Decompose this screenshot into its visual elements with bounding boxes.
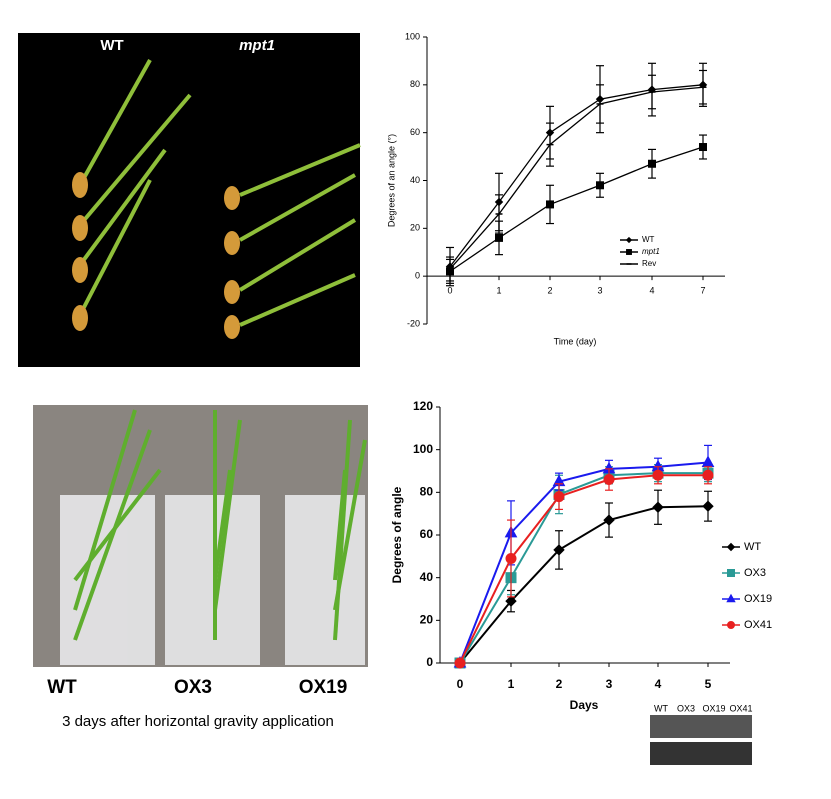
marker xyxy=(603,514,615,526)
blot-band xyxy=(650,715,752,738)
photo-label: OX3 xyxy=(174,677,212,698)
x-tick-label: 1 xyxy=(496,286,501,296)
x-tick-label: 7 xyxy=(700,286,705,296)
y-tick-label: 120 xyxy=(413,399,433,413)
marker xyxy=(596,181,604,190)
x-tick-label: 5 xyxy=(705,677,712,691)
x-tick-label: 0 xyxy=(457,677,464,691)
y-tick-label: 20 xyxy=(410,223,420,233)
marker xyxy=(553,544,565,556)
marker xyxy=(505,595,517,607)
marker xyxy=(625,236,633,244)
legend-label: mpt1 xyxy=(642,247,660,256)
marker xyxy=(603,474,615,486)
y-tick-label: 80 xyxy=(420,485,434,499)
legend-label: WT xyxy=(744,541,761,553)
x-axis-label: Days xyxy=(570,698,599,712)
plates xyxy=(60,495,365,665)
seedlings xyxy=(73,409,367,641)
marker xyxy=(505,552,517,564)
x-tick-label: 1 xyxy=(508,677,515,691)
marker xyxy=(699,143,707,152)
y-tick-label: 60 xyxy=(410,127,420,137)
marker xyxy=(701,455,715,467)
series-line xyxy=(459,505,709,664)
caption: 3 days after horizontal gravity applicat… xyxy=(62,713,334,730)
blot-label: OX19 xyxy=(702,703,725,713)
blot-label: OX41 xyxy=(729,703,752,713)
photo-label: OX19 xyxy=(299,677,348,698)
series-line xyxy=(459,472,708,664)
marker xyxy=(626,249,632,255)
y-tick-label: 100 xyxy=(413,442,433,456)
y-tick-label: 100 xyxy=(405,31,420,41)
x-tick-label: 3 xyxy=(606,677,613,691)
photo-label: WT xyxy=(100,37,123,54)
marker xyxy=(553,491,565,503)
legend-label: OX3 xyxy=(744,567,766,579)
y-axis-label: Degrees of an angle (°) xyxy=(386,134,396,227)
x-tick-label: 2 xyxy=(556,677,563,691)
y-axis-label: Degrees of angle xyxy=(390,486,404,583)
marker xyxy=(652,501,664,513)
x-tick-label: 2 xyxy=(547,286,552,296)
blot-band xyxy=(650,742,752,765)
series-line xyxy=(459,461,709,664)
marker xyxy=(726,542,736,552)
y-tick-label: 40 xyxy=(420,570,434,584)
marker xyxy=(546,200,554,209)
x-tick-label: 4 xyxy=(655,677,662,691)
x-tick-label: 3 xyxy=(597,286,602,296)
marker xyxy=(648,159,656,168)
blot-label: OX3 xyxy=(677,703,695,713)
marker xyxy=(727,569,735,577)
series-line xyxy=(449,86,704,270)
photo-label: mpt1 xyxy=(239,37,275,54)
legend-label: Rev xyxy=(642,259,656,268)
legend-label: WT xyxy=(642,235,655,244)
y-tick-label: 0 xyxy=(415,271,420,281)
y-tick-label: 0 xyxy=(426,655,433,669)
series-line xyxy=(459,474,708,664)
legend-label: OX19 xyxy=(744,593,772,605)
y-tick-label: 40 xyxy=(410,175,420,185)
series-line xyxy=(449,84,704,267)
y-tick-label: 80 xyxy=(410,79,420,89)
seeds xyxy=(72,172,240,339)
x-tick-label: 4 xyxy=(649,286,654,296)
seedlings xyxy=(78,59,361,327)
marker xyxy=(652,469,664,481)
series-line xyxy=(449,146,704,272)
marker xyxy=(726,593,736,603)
photo-label: WT xyxy=(47,677,77,698)
marker xyxy=(727,621,735,629)
marker xyxy=(495,233,503,242)
y-tick-label: -20 xyxy=(407,318,420,328)
blot-label: WT xyxy=(654,703,668,713)
legend-label: OX41 xyxy=(744,619,772,631)
x-tick-label: 0 xyxy=(447,286,452,296)
marker xyxy=(702,500,714,512)
x-axis-label: Time (day) xyxy=(554,336,597,346)
y-tick-label: 60 xyxy=(420,527,434,541)
marker xyxy=(702,469,714,481)
marker xyxy=(454,657,466,669)
y-tick-label: 20 xyxy=(420,613,434,627)
